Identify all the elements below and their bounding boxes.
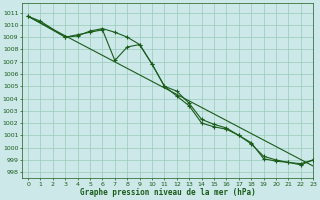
X-axis label: Graphe pression niveau de la mer (hPa): Graphe pression niveau de la mer (hPa) [80,188,255,197]
